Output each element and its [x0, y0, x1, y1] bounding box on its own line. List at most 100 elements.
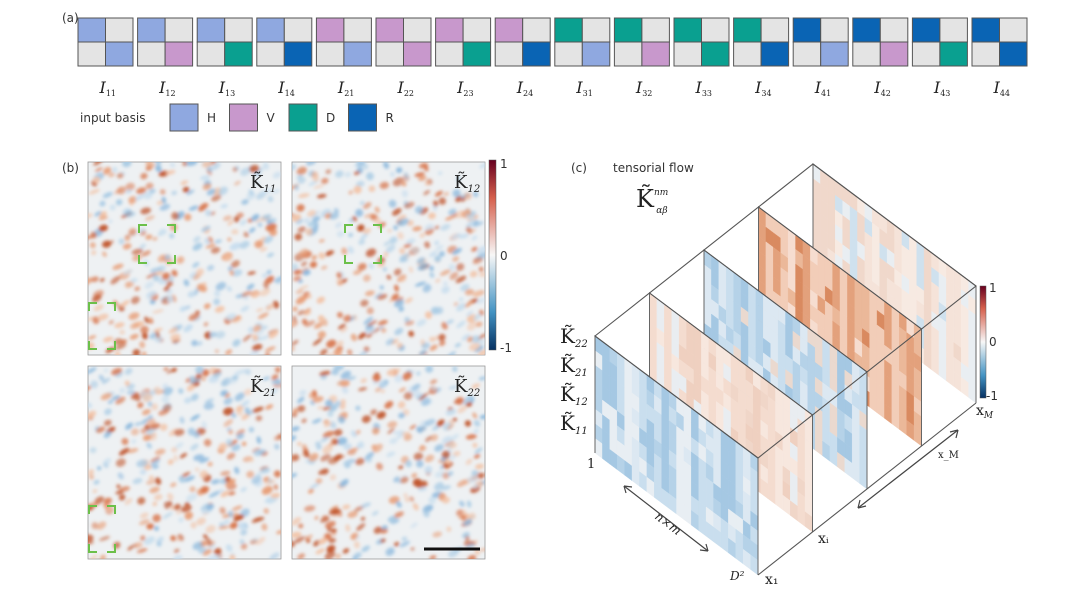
- map-label: K̃11: [250, 171, 276, 195]
- axis-start-label: 1: [587, 457, 595, 472]
- tile-cell: [435, 17, 464, 43]
- panel-c: (c) tensorial flow K̃nm αβ K̃22K̃21K̃12K̃…: [560, 161, 998, 588]
- tile-cell: [343, 41, 372, 67]
- tile-33: I33: [673, 17, 730, 98]
- tile-12: I12: [137, 17, 194, 98]
- tile-cell: [522, 41, 551, 67]
- tile-cell: [852, 17, 881, 43]
- flow-panel-2: [649, 292, 813, 533]
- tile-cell: [224, 41, 253, 67]
- tile-label: I41: [814, 78, 832, 98]
- colorbar-b: [488, 159, 497, 351]
- tile-cell: [733, 17, 762, 43]
- legend-key: H: [207, 111, 216, 125]
- panel-b: (b) K̃11 K̃12 K̃21 K̃22 1 0 -1: [62, 157, 512, 560]
- tile-cell: [105, 41, 134, 67]
- tile-cell: [224, 17, 253, 43]
- legend-title: input basis: [80, 111, 146, 125]
- panel-a: (a) I11 I12 I13 I14 I21 I22 I23 I24 I31 I32 I33 I34…: [62, 11, 1028, 132]
- tile-cell: [462, 41, 492, 67]
- panel-b-label: (b): [62, 161, 79, 175]
- tile-label: I31: [575, 78, 593, 98]
- colorbar-c-min: -1: [986, 389, 998, 403]
- tile-cell: [554, 41, 583, 67]
- tile-cell: [315, 17, 345, 43]
- flow-panel-4: [758, 206, 922, 447]
- tile-cell: [939, 41, 968, 67]
- tile-cell: [581, 17, 611, 43]
- tile-cell: [196, 17, 226, 43]
- tile-24: I24: [494, 17, 551, 98]
- tile-label: I23: [456, 78, 474, 98]
- colorbar-c: [979, 285, 987, 399]
- tile-cell: [435, 41, 464, 67]
- tile-cell: [554, 17, 583, 43]
- kernel-map-12: K̃12: [291, 161, 486, 356]
- legend-swatch-V: [229, 103, 258, 132]
- tile-cell: [256, 17, 285, 43]
- tile-cell: [733, 41, 762, 67]
- legend-swatch-H: [169, 103, 199, 132]
- tile-cell: [911, 41, 941, 67]
- tile-cell: [760, 41, 790, 67]
- legend-key: D: [326, 111, 335, 125]
- tensorial-flow-diagram: [594, 163, 977, 576]
- tile-11: I11: [77, 17, 134, 98]
- tile-cell: [852, 41, 881, 67]
- x-last-label: xM: [976, 403, 994, 421]
- tile-cell: [673, 41, 702, 67]
- tile-cell: [137, 41, 166, 67]
- x-i-label: xᵢ: [818, 531, 829, 547]
- tile-cell: [879, 41, 909, 67]
- tile-cell: [701, 17, 730, 43]
- tile-cell: [820, 17, 849, 43]
- legend-swatch-D: [288, 103, 318, 132]
- tile-32: I32: [613, 17, 670, 98]
- tile-42: I42: [852, 17, 909, 98]
- tile-cell: [375, 41, 404, 67]
- kernel-map-11: K̃11: [87, 161, 282, 356]
- tile-label: I21: [337, 78, 355, 98]
- row-labels: K̃22 K̃21 K̃12 K̃11: [560, 324, 588, 437]
- tile-cell: [673, 17, 702, 43]
- legend-swatch-R: [348, 103, 377, 132]
- tile-label: I44: [993, 78, 1011, 98]
- colorbar-c-max: 1: [989, 281, 997, 295]
- tile-cell: [999, 41, 1028, 67]
- tile-label: I24: [516, 78, 534, 98]
- roi-bracket: [88, 505, 116, 553]
- tile-label: I43: [933, 78, 951, 98]
- axis-end-label: D²: [729, 569, 745, 583]
- tile-43: I43: [911, 17, 968, 98]
- tile-22: I22: [375, 17, 432, 98]
- tile-cell: [701, 41, 730, 67]
- tile-14: I14: [256, 17, 313, 98]
- nm-arrow: [623, 485, 709, 552]
- tile-cell: [403, 41, 432, 67]
- tile-label: I33: [695, 78, 713, 98]
- map-background: [291, 365, 486, 560]
- tile-23: I23: [435, 17, 492, 98]
- roi-bracket: [138, 224, 176, 264]
- colorbar-c-mid: 0: [989, 335, 997, 349]
- tile-label: I14: [277, 78, 295, 98]
- tile-cell: [613, 17, 643, 43]
- colorbar-b-min: -1: [500, 341, 512, 355]
- tile-cell: [641, 41, 670, 67]
- map-texture: [292, 366, 485, 559]
- tile-cell: [462, 17, 492, 43]
- tile-label: I32: [635, 78, 653, 98]
- tile-cell: [283, 41, 313, 67]
- colorbar-b-max: 1: [500, 157, 508, 171]
- row-label-21: K̃21: [560, 353, 588, 379]
- base-edge: [757, 402, 977, 576]
- tile-44: I44: [971, 17, 1028, 98]
- tensor-symbol: K̃nm αβ: [636, 185, 668, 216]
- tile-cell: [939, 17, 968, 43]
- legend-key: R: [386, 111, 394, 125]
- top-frame-line: [703, 249, 868, 373]
- map-texture: [292, 162, 485, 355]
- tile-21: I21: [315, 17, 372, 98]
- tile-cell: [283, 17, 313, 43]
- top-frame: [594, 163, 977, 459]
